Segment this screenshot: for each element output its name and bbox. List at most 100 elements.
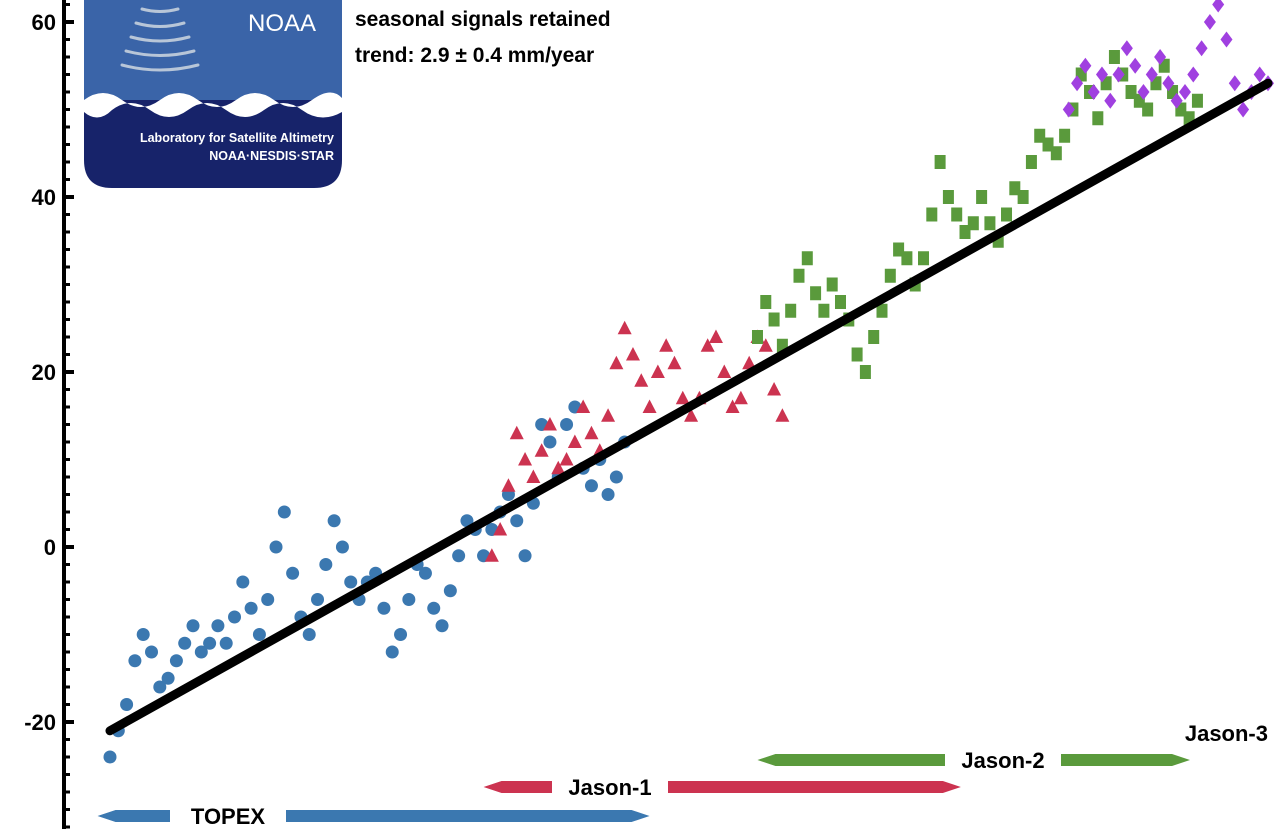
jason-2-point (1100, 76, 1112, 91)
jason-2-point (760, 295, 772, 309)
jason-3-point (1129, 57, 1142, 74)
topex-point (344, 575, 358, 589)
jason-3-point (1195, 40, 1208, 57)
jason-2-point (1042, 137, 1054, 152)
jason-2-point (942, 190, 954, 204)
topex-point (186, 619, 200, 633)
jason-3-point (1079, 57, 1092, 74)
jason-2-timeline-bar (757, 754, 1190, 766)
jason-1-point (684, 408, 699, 422)
data-points (103, 0, 1274, 764)
jason-3-point (1212, 0, 1225, 13)
jason-2-point (1059, 128, 1071, 143)
jason-3-point (1170, 92, 1183, 109)
annotation-seasonal: seasonal signals retained (355, 8, 611, 31)
jason-2-point (992, 233, 1004, 248)
jason-1-point (526, 469, 541, 483)
jason-1-point (725, 399, 740, 413)
mission-timelines: TOPEX Jason-1 Jason-2 Jason-3 (97, 721, 1268, 829)
jason-1-point (742, 355, 757, 370)
jason-1-point (675, 390, 690, 405)
jason-2-point (1108, 50, 1120, 64)
topex-point (120, 698, 134, 711)
topex-point (377, 601, 391, 615)
jason-1-label: Jason-1 (568, 775, 651, 800)
topex-point (543, 435, 557, 449)
topex-point (427, 601, 441, 615)
jason-2-point (859, 365, 871, 379)
jason-2-point (1142, 102, 1154, 117)
jason-1-point (609, 355, 624, 370)
jason-3-point (1104, 92, 1117, 109)
jason-2-point (1050, 146, 1062, 161)
jason-2-point (1191, 93, 1203, 108)
topex-point (402, 593, 416, 606)
jason-1-point (733, 390, 748, 405)
jason-1-point (650, 364, 665, 378)
jason-2-point (1133, 93, 1145, 108)
topex-point (302, 628, 316, 641)
jason-1-point (542, 417, 557, 431)
topex-point (136, 628, 150, 641)
topex-point (244, 601, 258, 615)
topex-point (335, 540, 349, 554)
jason-3-point (1253, 66, 1266, 83)
topex-point (178, 636, 192, 650)
jason-1-point (708, 329, 723, 343)
jason-2-label: Jason-2 (961, 748, 1044, 773)
jason-2-point (1009, 181, 1021, 196)
topex-point (443, 584, 457, 598)
jason-2-point (1025, 155, 1037, 169)
jason-2-point (1075, 67, 1087, 82)
jason-2-point (876, 303, 888, 318)
logo-brand: NOAA (248, 10, 316, 37)
topex-point (228, 610, 242, 624)
topex-point (128, 654, 142, 668)
jason-2-point (926, 207, 938, 222)
jason-3-point (1220, 31, 1233, 48)
topex-point (211, 619, 225, 633)
topex-point (418, 566, 432, 580)
jason-2-point (818, 303, 830, 318)
jason-2-point (1034, 128, 1046, 143)
jason-1-point (534, 443, 549, 457)
jason-3-point (1145, 66, 1158, 83)
topex-point (327, 514, 341, 528)
topex-point (510, 514, 524, 528)
jason-3-point (1187, 66, 1200, 83)
jason-3-point (1087, 84, 1100, 100)
jason-3-label: Jason-3 (1185, 721, 1268, 746)
jason-3-point (1071, 75, 1084, 92)
topex-point (286, 566, 300, 580)
jason-1-point (567, 434, 582, 448)
topex-point (518, 549, 532, 563)
topex-point (277, 505, 291, 519)
jason-1-point (584, 425, 599, 440)
jason-1-point (501, 478, 516, 492)
topex-point (169, 654, 183, 668)
jason-2-point (801, 251, 813, 266)
jason-2-point (893, 242, 905, 257)
jason-2-point (851, 347, 863, 362)
topex-point (584, 479, 598, 493)
jason-2-point (834, 295, 846, 309)
jason-2-point (1183, 111, 1195, 126)
jason-2-point (768, 312, 780, 327)
jason-1-point (576, 399, 591, 413)
jason-2-point (793, 268, 805, 283)
topex-point (385, 645, 399, 659)
jason-3-point (1154, 49, 1167, 65)
topex-point (236, 575, 250, 589)
topex-point (394, 628, 408, 641)
topex-point (252, 628, 266, 641)
topex-point (161, 671, 175, 685)
jason-3-point (1178, 84, 1191, 100)
topex-point (452, 549, 466, 563)
jason-2-point (967, 216, 979, 231)
y-axis-ticks: -20 0 20 40 60 (24, 3, 74, 829)
jason-2-point (901, 251, 913, 266)
topex-point (460, 514, 474, 528)
jason-3-point (1203, 14, 1216, 30)
topex-point (219, 636, 233, 650)
jason-2-point (1175, 102, 1187, 117)
